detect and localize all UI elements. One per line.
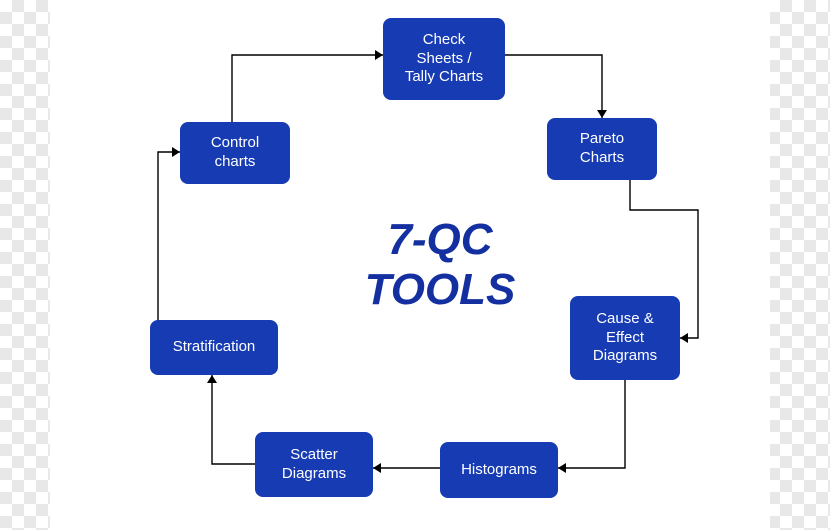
- arrowhead-icon: [375, 50, 383, 60]
- node-cause: Cause & Effect Diagrams: [570, 296, 680, 380]
- node-hist: Histograms: [440, 442, 558, 498]
- edge-check-pareto: [505, 55, 602, 118]
- arrowhead-icon: [558, 463, 566, 473]
- node-scatter: Scatter Diagrams: [255, 432, 373, 497]
- arrowhead-icon: [207, 375, 217, 383]
- edge-control-check: [232, 55, 383, 122]
- center-title: 7-QC TOOLS: [330, 215, 550, 315]
- diagram-canvas: Check Sheets / Tally Charts Pareto Charts…: [50, 0, 770, 530]
- arrowhead-icon: [597, 110, 607, 118]
- edge-strat-control: [158, 152, 180, 348]
- arrowhead-icon: [172, 147, 180, 157]
- arrowhead-icon: [680, 333, 688, 343]
- node-pareto: Pareto Charts: [547, 118, 657, 180]
- edge-scatter-strat: [212, 375, 255, 464]
- node-strat: Stratification: [150, 320, 278, 375]
- node-control: Control charts: [180, 122, 290, 184]
- arrowhead-icon: [373, 463, 381, 473]
- node-check: Check Sheets / Tally Charts: [383, 18, 505, 100]
- edge-cause-hist: [558, 380, 625, 468]
